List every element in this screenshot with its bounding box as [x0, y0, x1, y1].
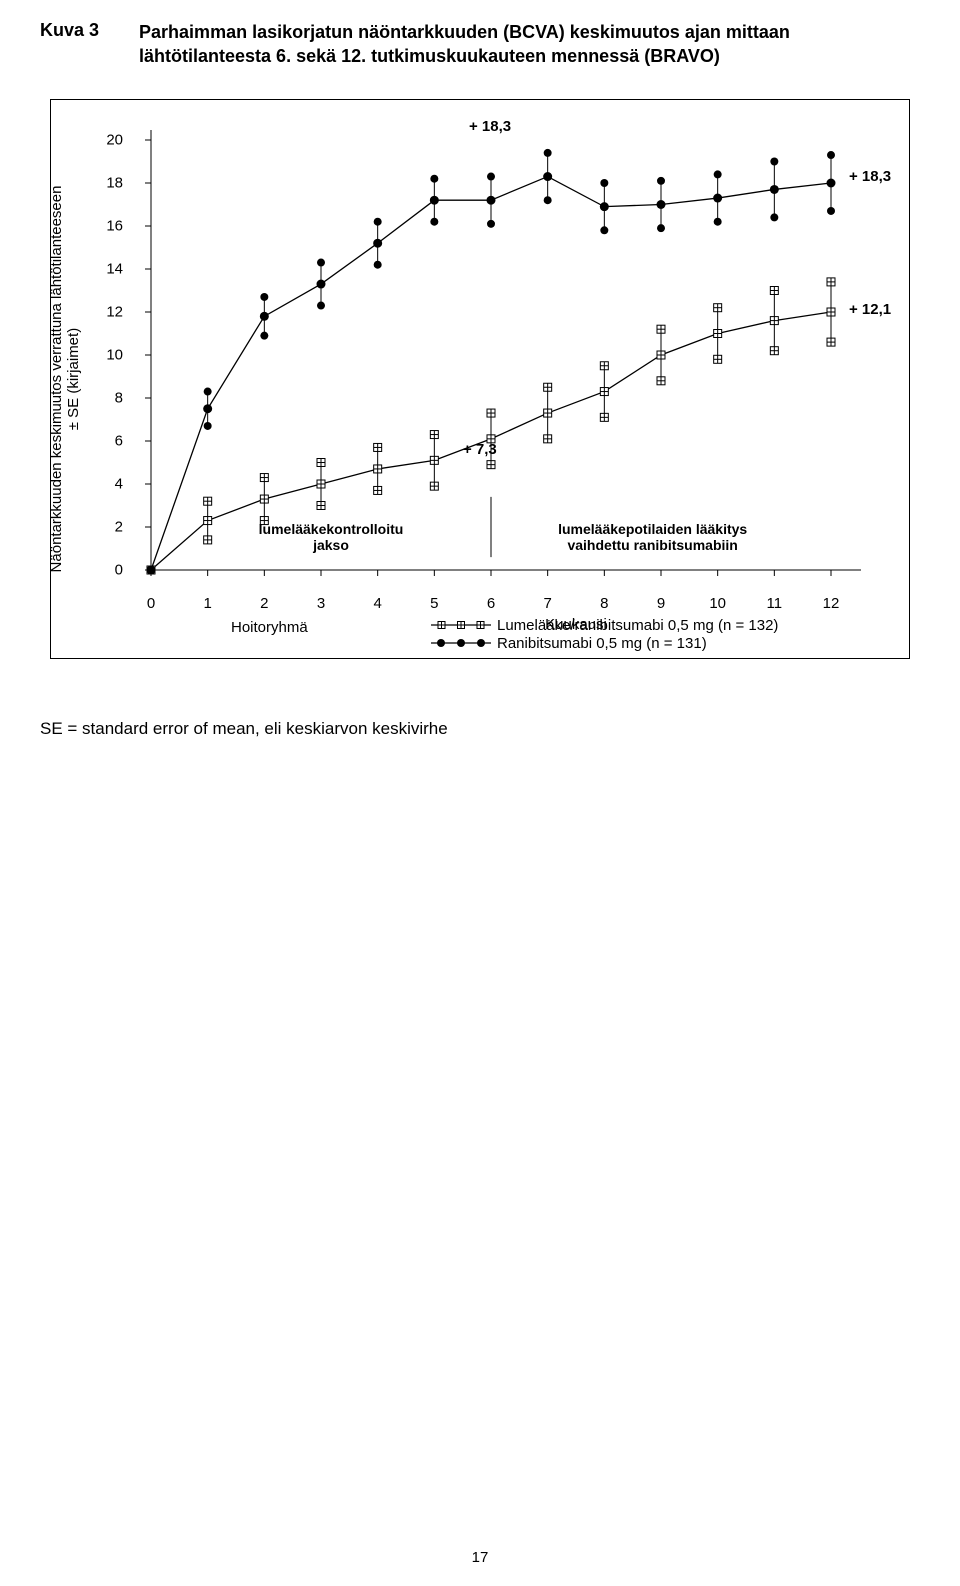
page: Kuva 3 Parhaimman lasikorjatun näöntarkk… [0, 0, 960, 1586]
y-tick-label: 10 [106, 346, 123, 363]
x-tick-label: 5 [430, 595, 438, 612]
figure-caption-text: Parhaimman lasikorjatun näöntarkkuuden (… [139, 20, 920, 69]
x-tick-label: 1 [203, 595, 211, 612]
x-tick-label: 12 [823, 595, 840, 612]
y-tick-label: 18 [106, 174, 123, 191]
chart-svg [131, 120, 871, 590]
x-tick-label: 9 [657, 595, 665, 612]
legend-sham-icon [431, 618, 491, 632]
y-tick-label: 16 [106, 217, 123, 234]
legend-ranib-icon [431, 636, 491, 650]
phase-label-right: lumelääkepotilaiden lääkitys vaihdettu r… [538, 521, 768, 555]
y-tick-label: 2 [115, 518, 123, 535]
x-tick-label: 3 [317, 595, 325, 612]
x-tick-label: 2 [260, 595, 268, 612]
legend-sham-label: Lumelääke/ranibitsumabi 0,5 mg (n = 132) [497, 617, 778, 634]
figure-caption-label: Kuva 3 [40, 20, 99, 41]
chart-y-axis-label: Näöntarkkuuden keskimuutos verrattuna lä… [48, 119, 82, 639]
x-tick-label: 8 [600, 595, 608, 612]
x-tick-label: 11 [767, 595, 783, 612]
annotation-sham-month6: + 7,3 [463, 441, 497, 458]
chart-x-axis: 0123456789101112 [131, 595, 871, 615]
annotation-peak-month6: + 18,3 [469, 118, 511, 135]
y-tick-label: 8 [115, 389, 123, 406]
x-tick-label: 0 [147, 595, 155, 612]
y-tick-label: 0 [115, 561, 123, 578]
legend-title-text: Hoitoryhmä [231, 619, 308, 636]
x-tick-label: 4 [373, 595, 381, 612]
annotation-ranib-end: + 18,3 [849, 168, 891, 185]
y-tick-label: 12 [106, 303, 123, 320]
legend-item-ranibizumab: Ranibitsumabi 0,5 mg (n = 131) [431, 635, 707, 652]
legend-ranib-label: Ranibitsumabi 0,5 mg (n = 131) [497, 635, 707, 652]
x-tick-label: 6 [487, 595, 495, 612]
x-tick-label: 7 [543, 595, 551, 612]
y-tick-label: 4 [115, 475, 123, 492]
chart-plot-area: + 18,3 + 18,3 + 12,1 + 7,3 lumelääkekont… [131, 120, 871, 590]
annotation-sham-end: + 12,1 [849, 301, 891, 318]
y-tick-label: 20 [106, 131, 123, 148]
legend-title: Hoitoryhmä [231, 619, 308, 636]
phase-label-left: lumelääkekontrolloitu jakso [241, 521, 421, 555]
legend-item-sham: Lumelääke/ranibitsumabi 0,5 mg (n = 132) [431, 617, 778, 634]
y-tick-label: 6 [115, 432, 123, 449]
chart-y-axis: 0 2 4 6 8 10 12 14 16 18 20 [81, 120, 131, 590]
figure-caption: Kuva 3 Parhaimman lasikorjatun näöntarkk… [40, 20, 920, 69]
x-tick-label: 10 [709, 595, 726, 612]
y-tick-label: 14 [106, 260, 123, 277]
footnote: SE = standard error of mean, eli keskiar… [40, 719, 920, 739]
chart-frame: Näöntarkkuuden keskimuutos verrattuna lä… [50, 99, 910, 659]
page-number: 17 [472, 1549, 489, 1566]
